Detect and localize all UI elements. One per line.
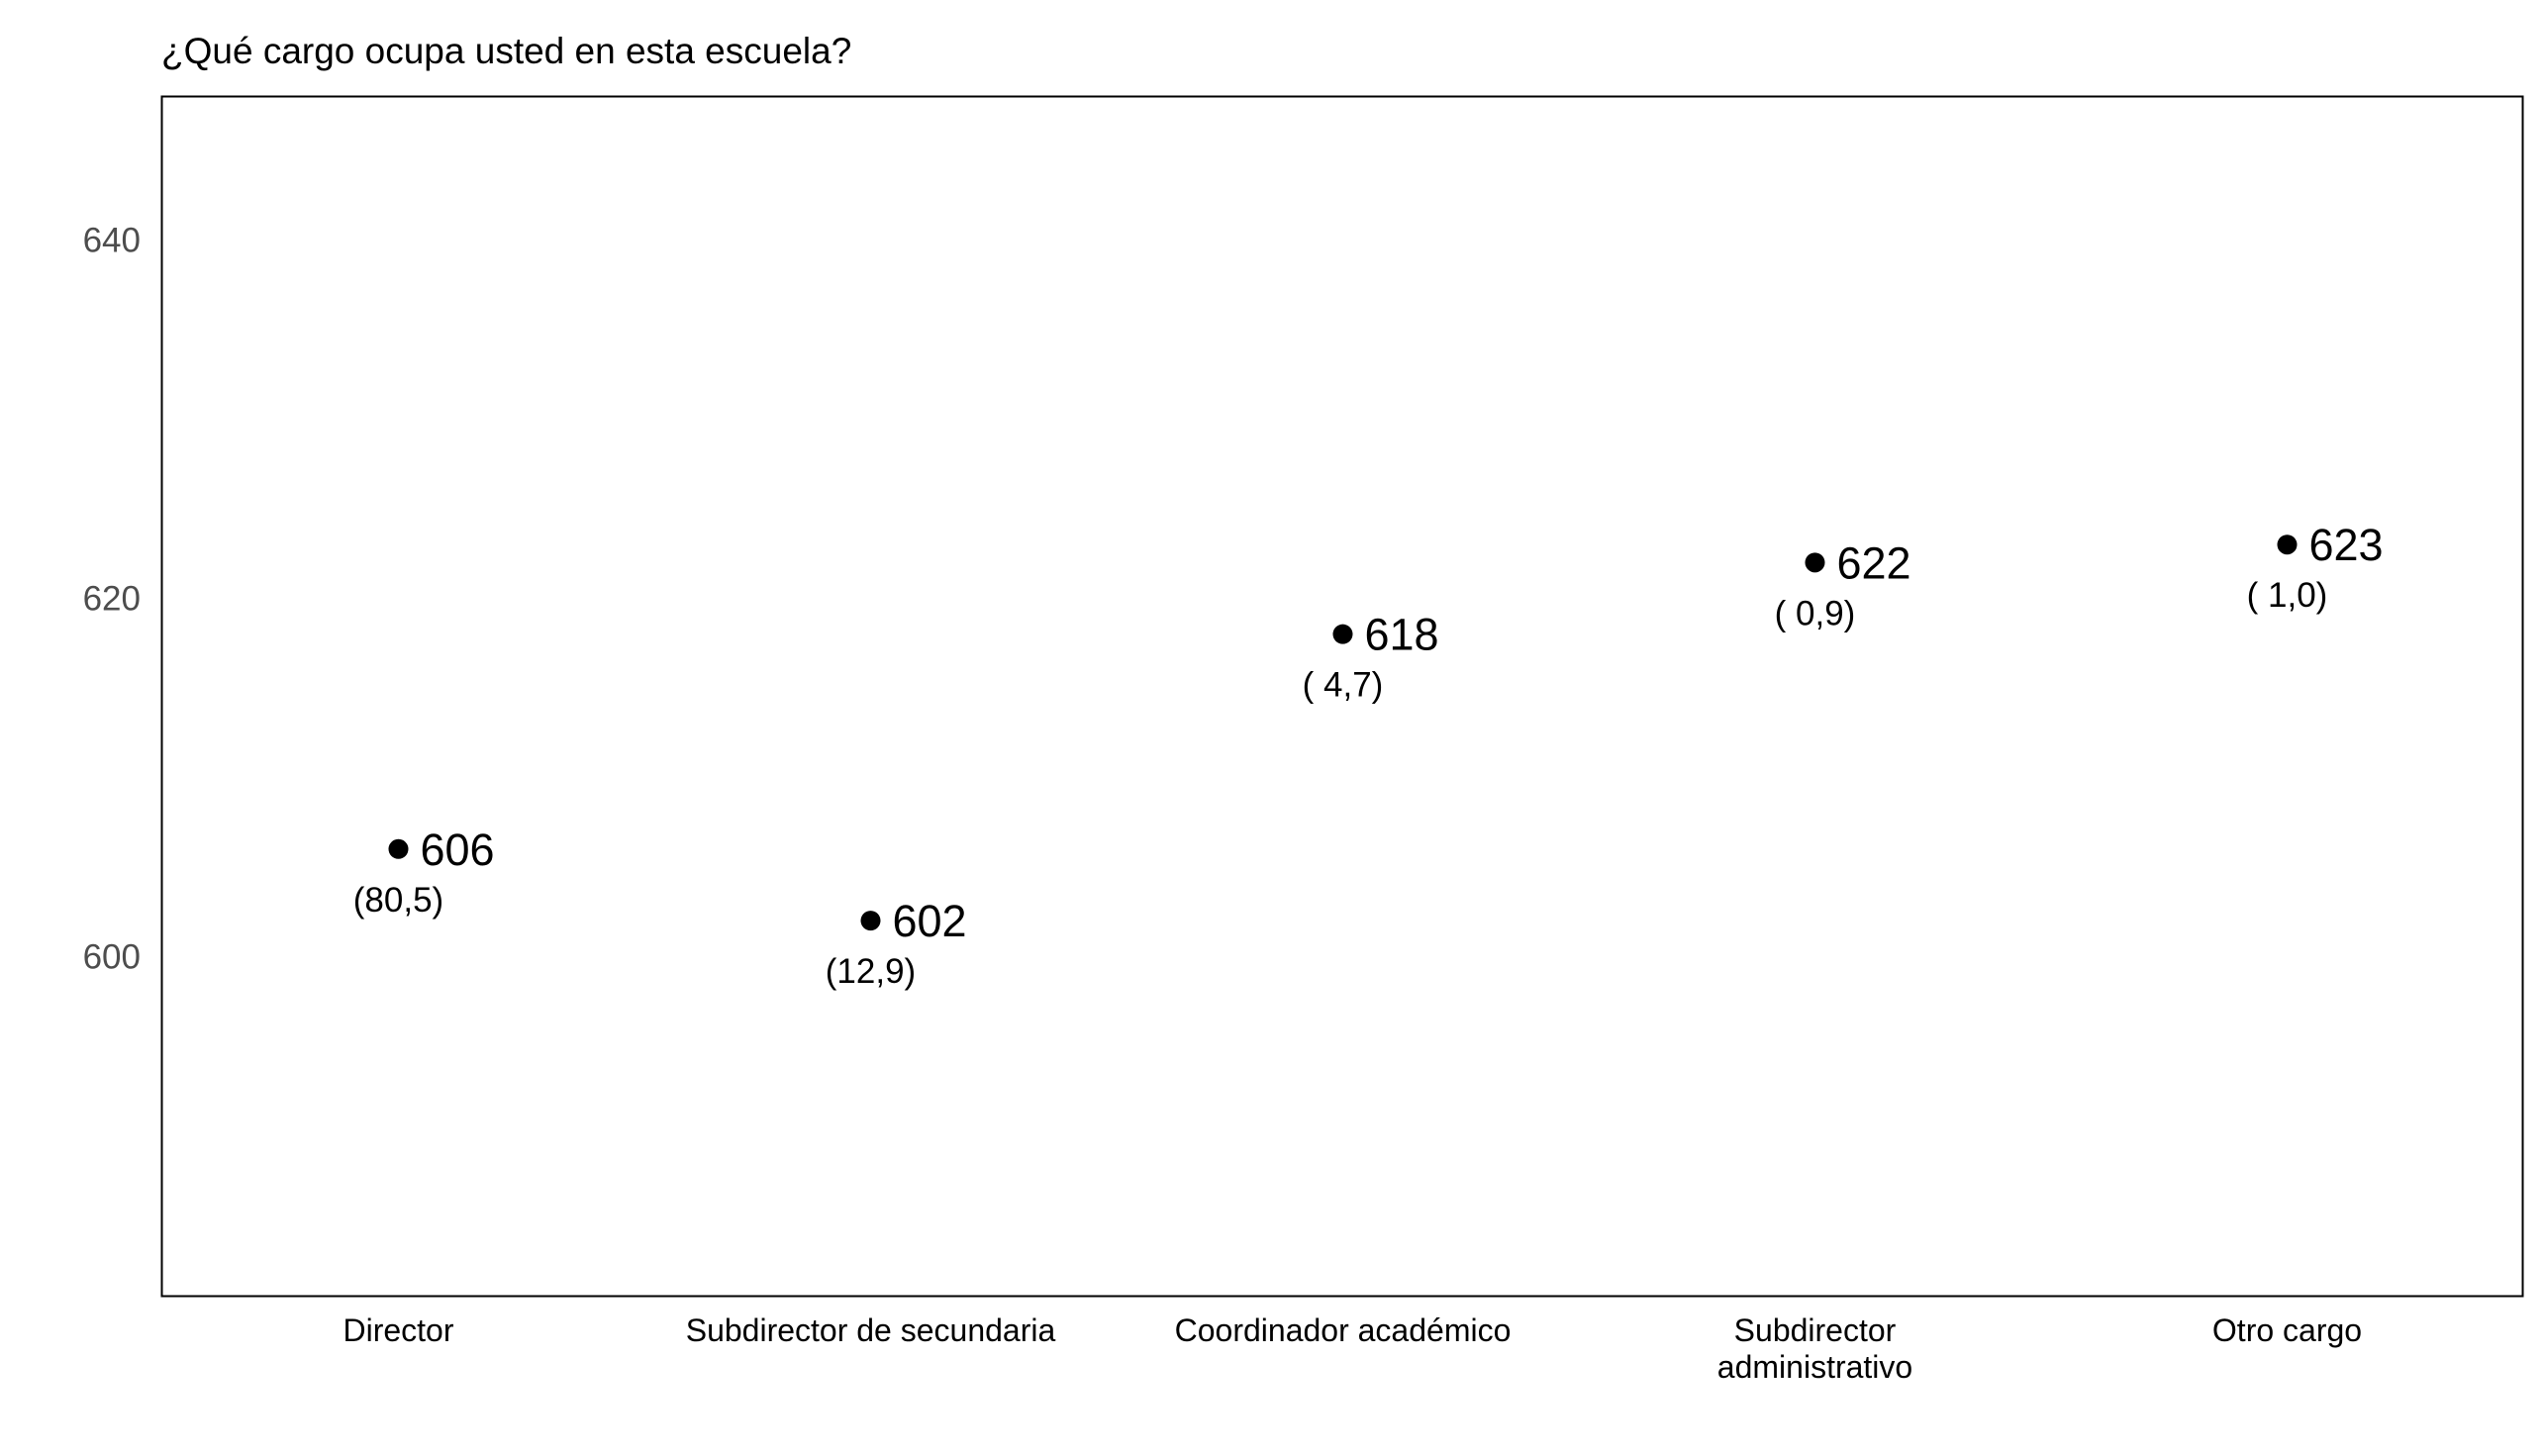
y-axis: 600 620 640 (83, 222, 141, 977)
x-tick-label-line: Otro cargo (2212, 1312, 2362, 1348)
value-label: 622 (1837, 537, 1911, 588)
data-point (1805, 552, 1825, 573)
value-label: 618 (1365, 610, 1439, 660)
value-label: 602 (893, 896, 967, 946)
percent-label: (12,9) (826, 952, 916, 991)
percent-label: ( 4,7) (1303, 666, 1384, 705)
x-tick-label: Coordinador académico (1175, 1312, 1512, 1348)
x-tick-label: Subdirector de secundaria (686, 1312, 1056, 1348)
x-tick-label: Subdirector administrativo (1717, 1312, 1912, 1385)
plot-frame (160, 95, 2524, 1298)
value-label: 623 (2309, 520, 2384, 570)
x-tick-label-line: Coordinador académico (1175, 1312, 1512, 1348)
y-tick-label: 640 (83, 222, 141, 260)
x-tick-label: Otro cargo (2212, 1312, 2362, 1348)
data-point (388, 838, 409, 859)
x-axis: Director Subdirector de secundaria Coordin… (343, 1312, 2362, 1385)
x-tick-label-line: Director (343, 1312, 453, 1348)
percent-label: (80,5) (353, 881, 443, 920)
percent-label: ( 0,9) (1775, 594, 1856, 632)
x-tick-label: Director (343, 1312, 453, 1348)
chart-title: ¿Qué cargo ocupa usted en esta escuela? (161, 31, 851, 71)
y-tick-label: 620 (83, 580, 141, 619)
data-points: 606 (80,5) 602 (12,9) 618 ( 4,7) 622 ( 0,9) 623 (… (353, 520, 2384, 991)
x-tick-label-line: Subdirector de secundaria (686, 1312, 1056, 1348)
data-point (2277, 534, 2298, 555)
data-point (860, 911, 881, 931)
percent-label: ( 1,0) (2247, 576, 2328, 615)
value-label: 606 (421, 825, 495, 875)
data-point (1332, 624, 1353, 644)
y-tick-label: 600 (83, 937, 141, 976)
x-tick-label-line: administrativo (1717, 1349, 1912, 1385)
x-tick-label-line: Subdirector (1734, 1312, 1897, 1348)
